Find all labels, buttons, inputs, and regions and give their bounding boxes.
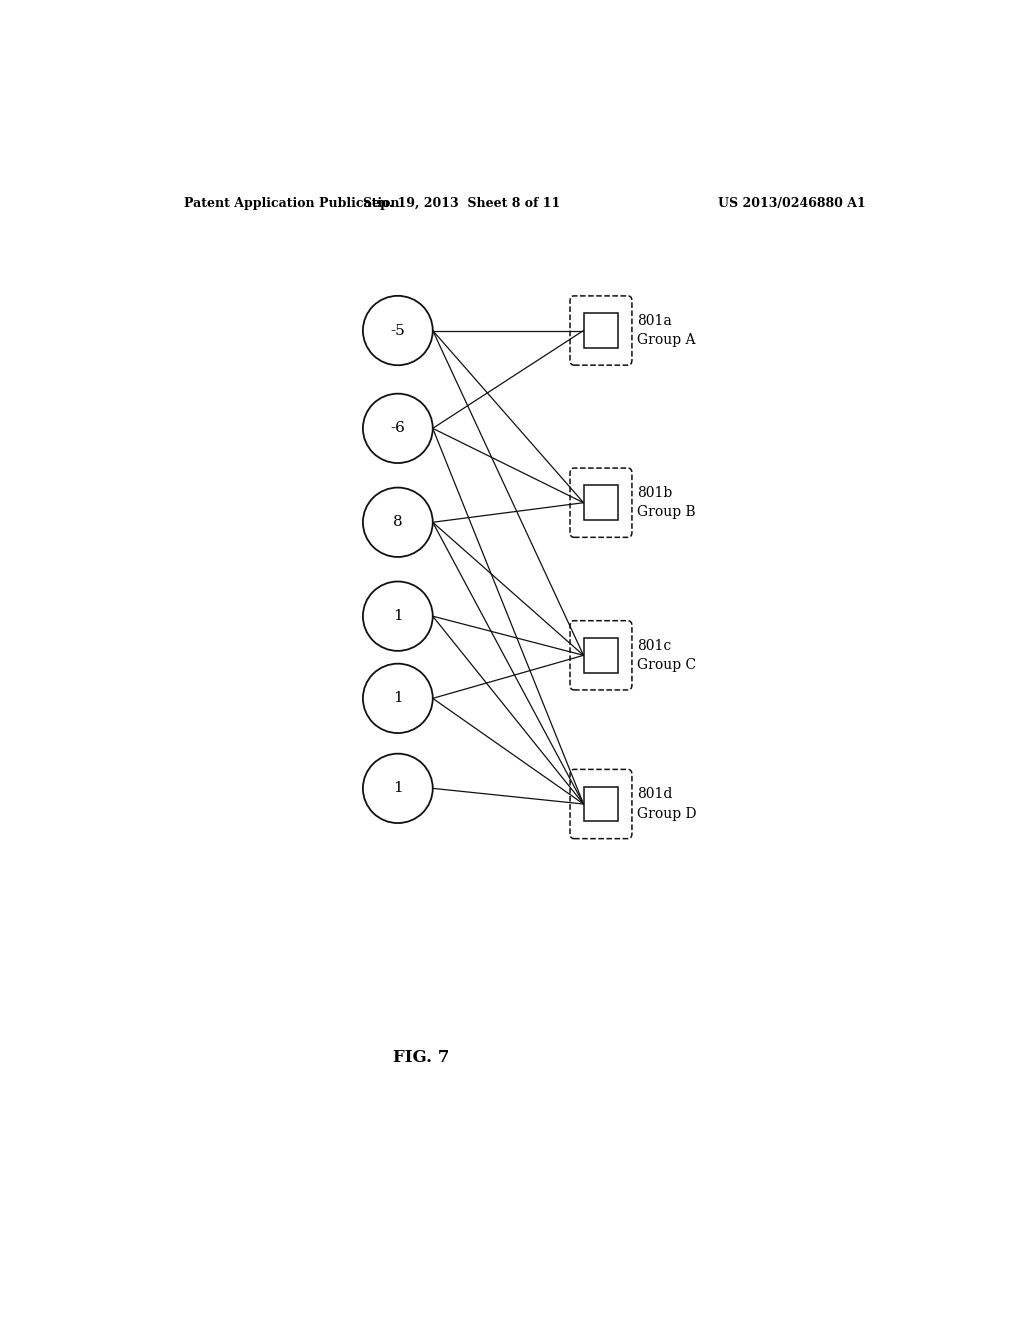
Ellipse shape bbox=[362, 582, 433, 651]
Text: 8: 8 bbox=[393, 515, 402, 529]
Ellipse shape bbox=[362, 487, 433, 557]
Ellipse shape bbox=[362, 754, 433, 824]
Text: Group C: Group C bbox=[638, 657, 696, 672]
Text: Sep. 19, 2013  Sheet 8 of 11: Sep. 19, 2013 Sheet 8 of 11 bbox=[362, 197, 560, 210]
Text: US 2013/0246880 A1: US 2013/0246880 A1 bbox=[718, 197, 866, 210]
Text: 801a: 801a bbox=[638, 314, 672, 327]
Text: 1: 1 bbox=[393, 610, 402, 623]
Text: Patent Application Publication: Patent Application Publication bbox=[183, 197, 399, 210]
Bar bbox=[584, 638, 618, 673]
Text: -5: -5 bbox=[390, 323, 406, 338]
Ellipse shape bbox=[362, 393, 433, 463]
Text: 1: 1 bbox=[393, 692, 402, 705]
Text: Group A: Group A bbox=[638, 333, 696, 347]
Bar bbox=[584, 787, 618, 821]
Ellipse shape bbox=[362, 664, 433, 733]
Text: 801c: 801c bbox=[638, 639, 672, 653]
Text: 1: 1 bbox=[393, 781, 402, 796]
Text: Group B: Group B bbox=[638, 506, 696, 519]
Text: 801b: 801b bbox=[638, 486, 673, 500]
Bar bbox=[584, 313, 618, 348]
Bar bbox=[584, 486, 618, 520]
Text: -6: -6 bbox=[390, 421, 406, 436]
Text: 801d: 801d bbox=[638, 788, 673, 801]
Text: Group D: Group D bbox=[638, 807, 697, 821]
Text: FIG. 7: FIG. 7 bbox=[393, 1049, 450, 1067]
Ellipse shape bbox=[362, 296, 433, 366]
